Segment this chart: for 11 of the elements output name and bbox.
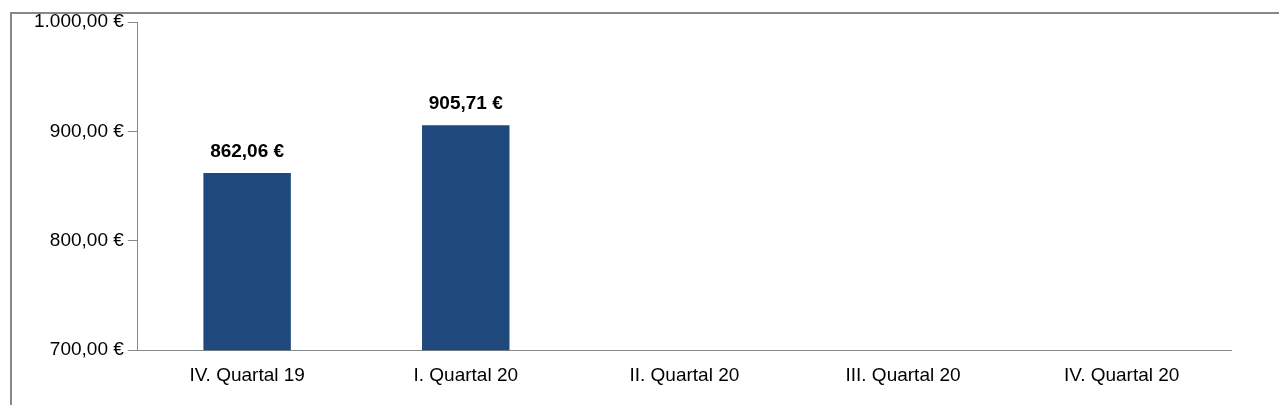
x-tick-label: III. Quartal 20 — [845, 363, 961, 385]
x-tick-label: IV. Quartal 19 — [189, 363, 305, 385]
y-tick-label: 900,00 € — [49, 119, 125, 141]
data-label: 862,06 € — [210, 139, 285, 161]
y-tick-label: 800,00 € — [49, 229, 125, 251]
x-tick-label: I. Quartal 20 — [413, 363, 519, 385]
data-label: 905,71 € — [428, 91, 504, 113]
y-tick-label: 700,00 € — [49, 338, 125, 360]
x-tick-label: IV. Quartal 20 — [1063, 363, 1180, 385]
x-tick-label: II. Quartal 20 — [629, 363, 740, 385]
y-tick-label: 1.000,00 € — [33, 10, 125, 32]
